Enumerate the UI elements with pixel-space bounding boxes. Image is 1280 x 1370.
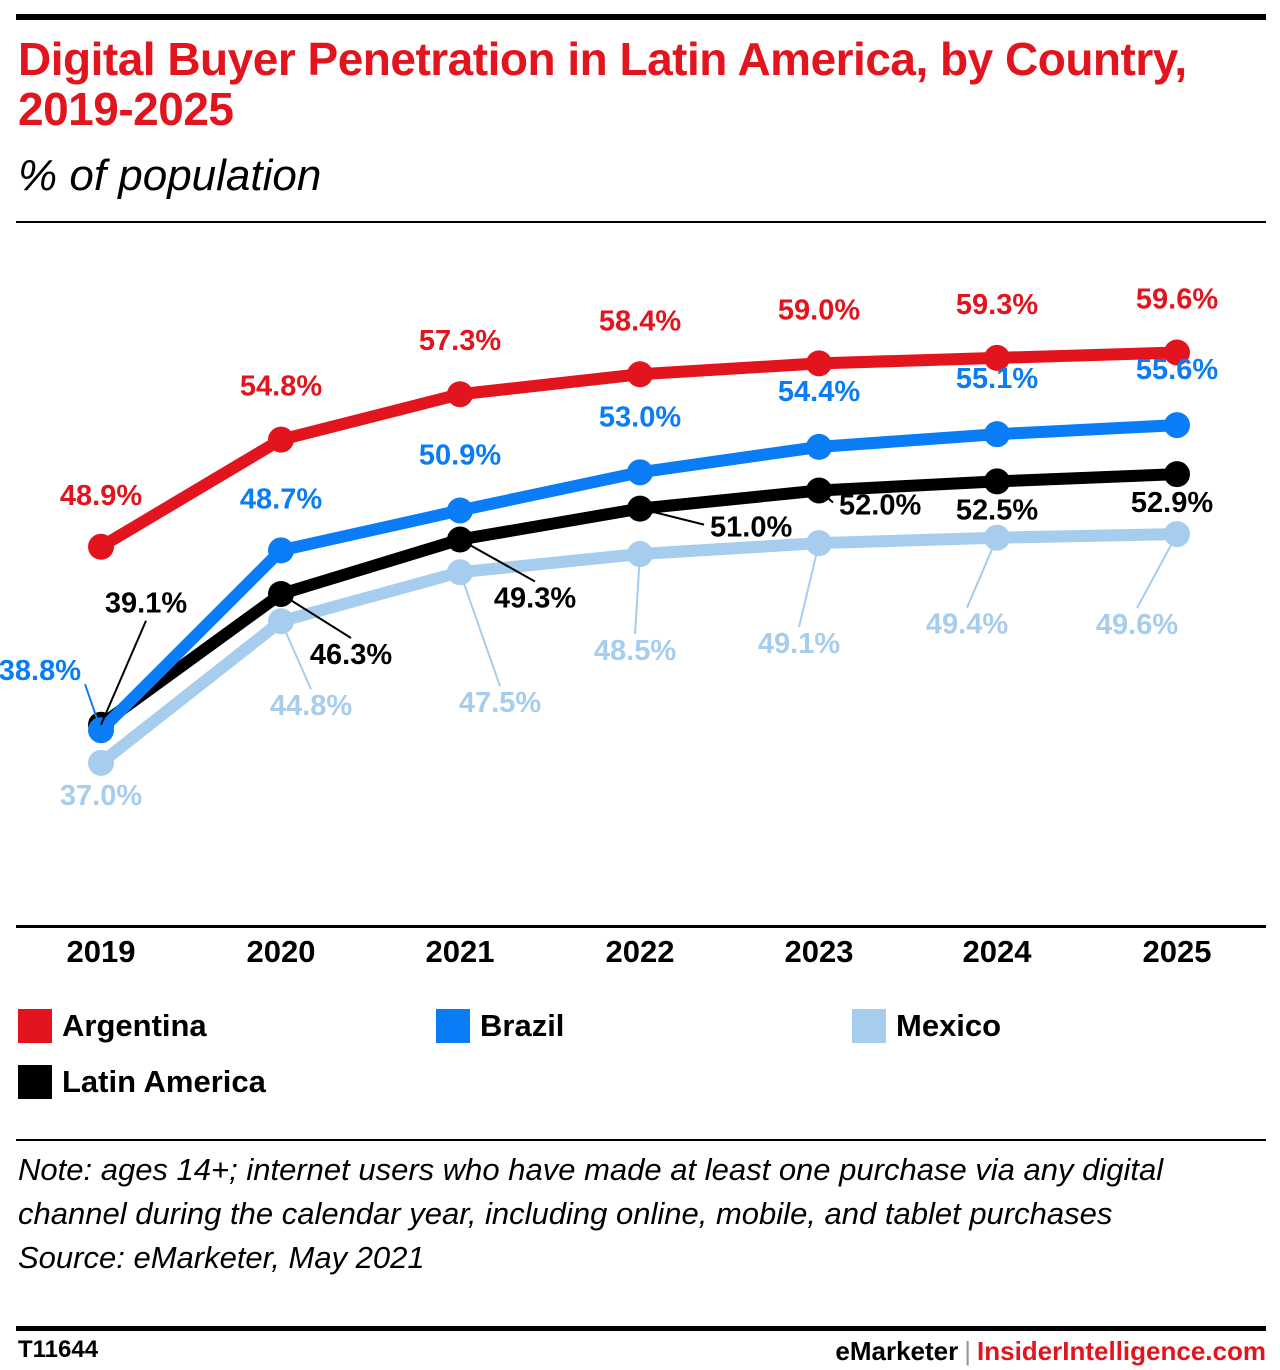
leader-line-mexico-2020 <box>280 620 312 690</box>
legend-swatch-mexico <box>852 1009 886 1043</box>
note-text: Note: ages 14+; internet users who have … <box>18 1152 1164 1231</box>
brand-insider-intelligence: InsiderIntelligence.com <box>977 1336 1266 1366</box>
chart-id: T11644 <box>18 1336 99 1363</box>
data-label-argentina-2020: 54.8% <box>240 371 322 403</box>
legend-item-mexico: Mexico <box>852 1006 1001 1046</box>
legend-label-latin-america: Latin America <box>62 1064 266 1099</box>
x-tick-label-2024: 2024 <box>963 934 1033 965</box>
data-point-argentina-2023 <box>806 350 832 377</box>
data-point-argentina-2025 <box>1164 339 1190 366</box>
legend-item-brazil: Brazil <box>436 1006 564 1046</box>
leader-line-latin-america-2023 <box>818 489 834 504</box>
data-label-latin-america-2020: 46.3% <box>310 639 392 671</box>
data-label-mexico-2022: 48.5% <box>594 635 676 667</box>
leader-line-brazil-2019 <box>84 683 102 731</box>
data-label-latin-america-2024: 52.5% <box>956 494 1038 526</box>
footer-brand: eMarketer | InsiderIntelligence.com <box>835 1336 1266 1367</box>
data-label-mexico-2024: 49.4% <box>926 609 1008 641</box>
legend-swatch-brazil <box>436 1009 470 1043</box>
data-label-brazil-2024: 55.1% <box>956 363 1038 395</box>
data-label-latin-america-2019: 39.1% <box>105 588 187 620</box>
data-point-brazil-2019 <box>88 717 114 744</box>
chart-note: Note: ages 14+; internet users who have … <box>18 1148 1258 1280</box>
x-tick-label-2020: 2020 <box>247 934 316 965</box>
data-label-latin-america-2022: 51.0% <box>710 512 792 544</box>
x-tick-label-2022: 2022 <box>606 934 675 965</box>
x-tick-label-2021: 2021 <box>426 934 495 965</box>
chart-title: Digital Buyer Penetration in Latin Ameri… <box>18 33 1187 135</box>
legend-label-brazil: Brazil <box>480 1008 565 1043</box>
data-point-latin-america-2021 <box>447 526 473 553</box>
data-label-brazil-2021: 50.9% <box>419 439 501 471</box>
data-label-argentina-2022: 58.4% <box>599 305 681 337</box>
data-label-argentina-2021: 57.3% <box>419 325 501 357</box>
x-tick-label-2023: 2023 <box>785 934 854 965</box>
data-label-mexico-2025: 49.6% <box>1096 609 1178 641</box>
leader-line-latin-america-2020 <box>280 593 352 639</box>
data-point-mexico-2019 <box>88 749 114 776</box>
brand-separator: | <box>964 1336 972 1366</box>
data-label-argentina-2019: 48.9% <box>60 480 142 512</box>
data-point-mexico-2025 <box>1164 521 1190 548</box>
leader-line-mexico-2022 <box>634 553 641 635</box>
data-point-argentina-2022 <box>627 361 653 388</box>
top-rule <box>16 14 1266 20</box>
data-label-brazil-2022: 53.0% <box>599 401 681 433</box>
legend-swatch-latin-america <box>18 1065 52 1099</box>
data-label-latin-america-2021: 49.3% <box>494 583 576 615</box>
data-label-mexico-2023: 49.1% <box>758 628 840 660</box>
data-point-brazil-2020 <box>268 537 294 564</box>
data-point-latin-america-2025 <box>1164 461 1190 488</box>
data-label-mexico-2021: 47.5% <box>459 687 541 719</box>
data-label-brazil-2023: 54.4% <box>778 376 860 408</box>
legend-swatch-argentina <box>18 1009 52 1043</box>
chart-subtitle: % of population <box>18 151 322 200</box>
data-point-argentina-2024 <box>984 344 1010 371</box>
data-label-mexico-2019: 37.0% <box>60 780 142 812</box>
leader-line-mexico-2023 <box>798 542 820 628</box>
data-point-brazil-2025 <box>1164 412 1190 439</box>
leader-line-mexico-2021 <box>459 571 501 687</box>
x-tick-label-2019: 2019 <box>67 934 136 965</box>
x-axis-line <box>16 925 1266 928</box>
source-text: Source: eMarketer, May 2021 <box>18 1240 425 1275</box>
leader-line-latin-america-2021 <box>459 538 536 583</box>
leader-line-mexico-2024 <box>966 537 998 609</box>
data-label-latin-america-2023: 52.0% <box>839 489 921 521</box>
leader-line-latin-america-2019 <box>100 620 147 726</box>
legend-label-argentina: Argentina <box>62 1008 207 1043</box>
line-chart: 2019 2020 2021 2022 2023 2024 2025 37.0% 44.8% 47… <box>0 283 1218 965</box>
brand-emarketer: eMarketer <box>835 1336 959 1366</box>
data-point-brazil-2024 <box>984 421 1010 448</box>
legend-item-argentina: Argentina <box>18 1006 207 1046</box>
leader-line-mexico-2025 <box>1136 533 1178 609</box>
data-label-latin-america-2025: 52.9% <box>1131 487 1213 519</box>
leader-line-latin-america-2025 <box>1171 473 1178 487</box>
legend-label-mexico: Mexico <box>896 1008 1002 1043</box>
data-point-argentina-2019 <box>88 533 114 560</box>
data-label-brazil-2020: 48.7% <box>240 483 322 515</box>
header-divider <box>16 221 1266 223</box>
data-label-brazil-2019: 38.8% <box>0 655 81 687</box>
data-point-brazil-2023 <box>806 433 832 460</box>
data-label-mexico-2020: 44.8% <box>270 690 352 722</box>
data-point-brazil-2022 <box>627 459 653 486</box>
legend-item-latin-america: Latin America <box>18 1062 266 1102</box>
bottom-rule <box>16 1326 1266 1331</box>
x-tick-label-2025: 2025 <box>1143 934 1212 965</box>
footer-divider <box>16 1139 1266 1141</box>
data-label-brazil-2025: 55.6% <box>1136 354 1218 386</box>
data-label-argentina-2025: 59.6% <box>1136 283 1218 315</box>
data-label-argentina-2023: 59.0% <box>778 294 860 326</box>
data-point-brazil-2021 <box>447 497 473 524</box>
data-point-argentina-2020 <box>268 426 294 453</box>
data-point-argentina-2021 <box>447 381 473 408</box>
data-label-argentina-2024: 59.3% <box>956 289 1038 321</box>
leader-line-latin-america-2022 <box>639 507 705 526</box>
